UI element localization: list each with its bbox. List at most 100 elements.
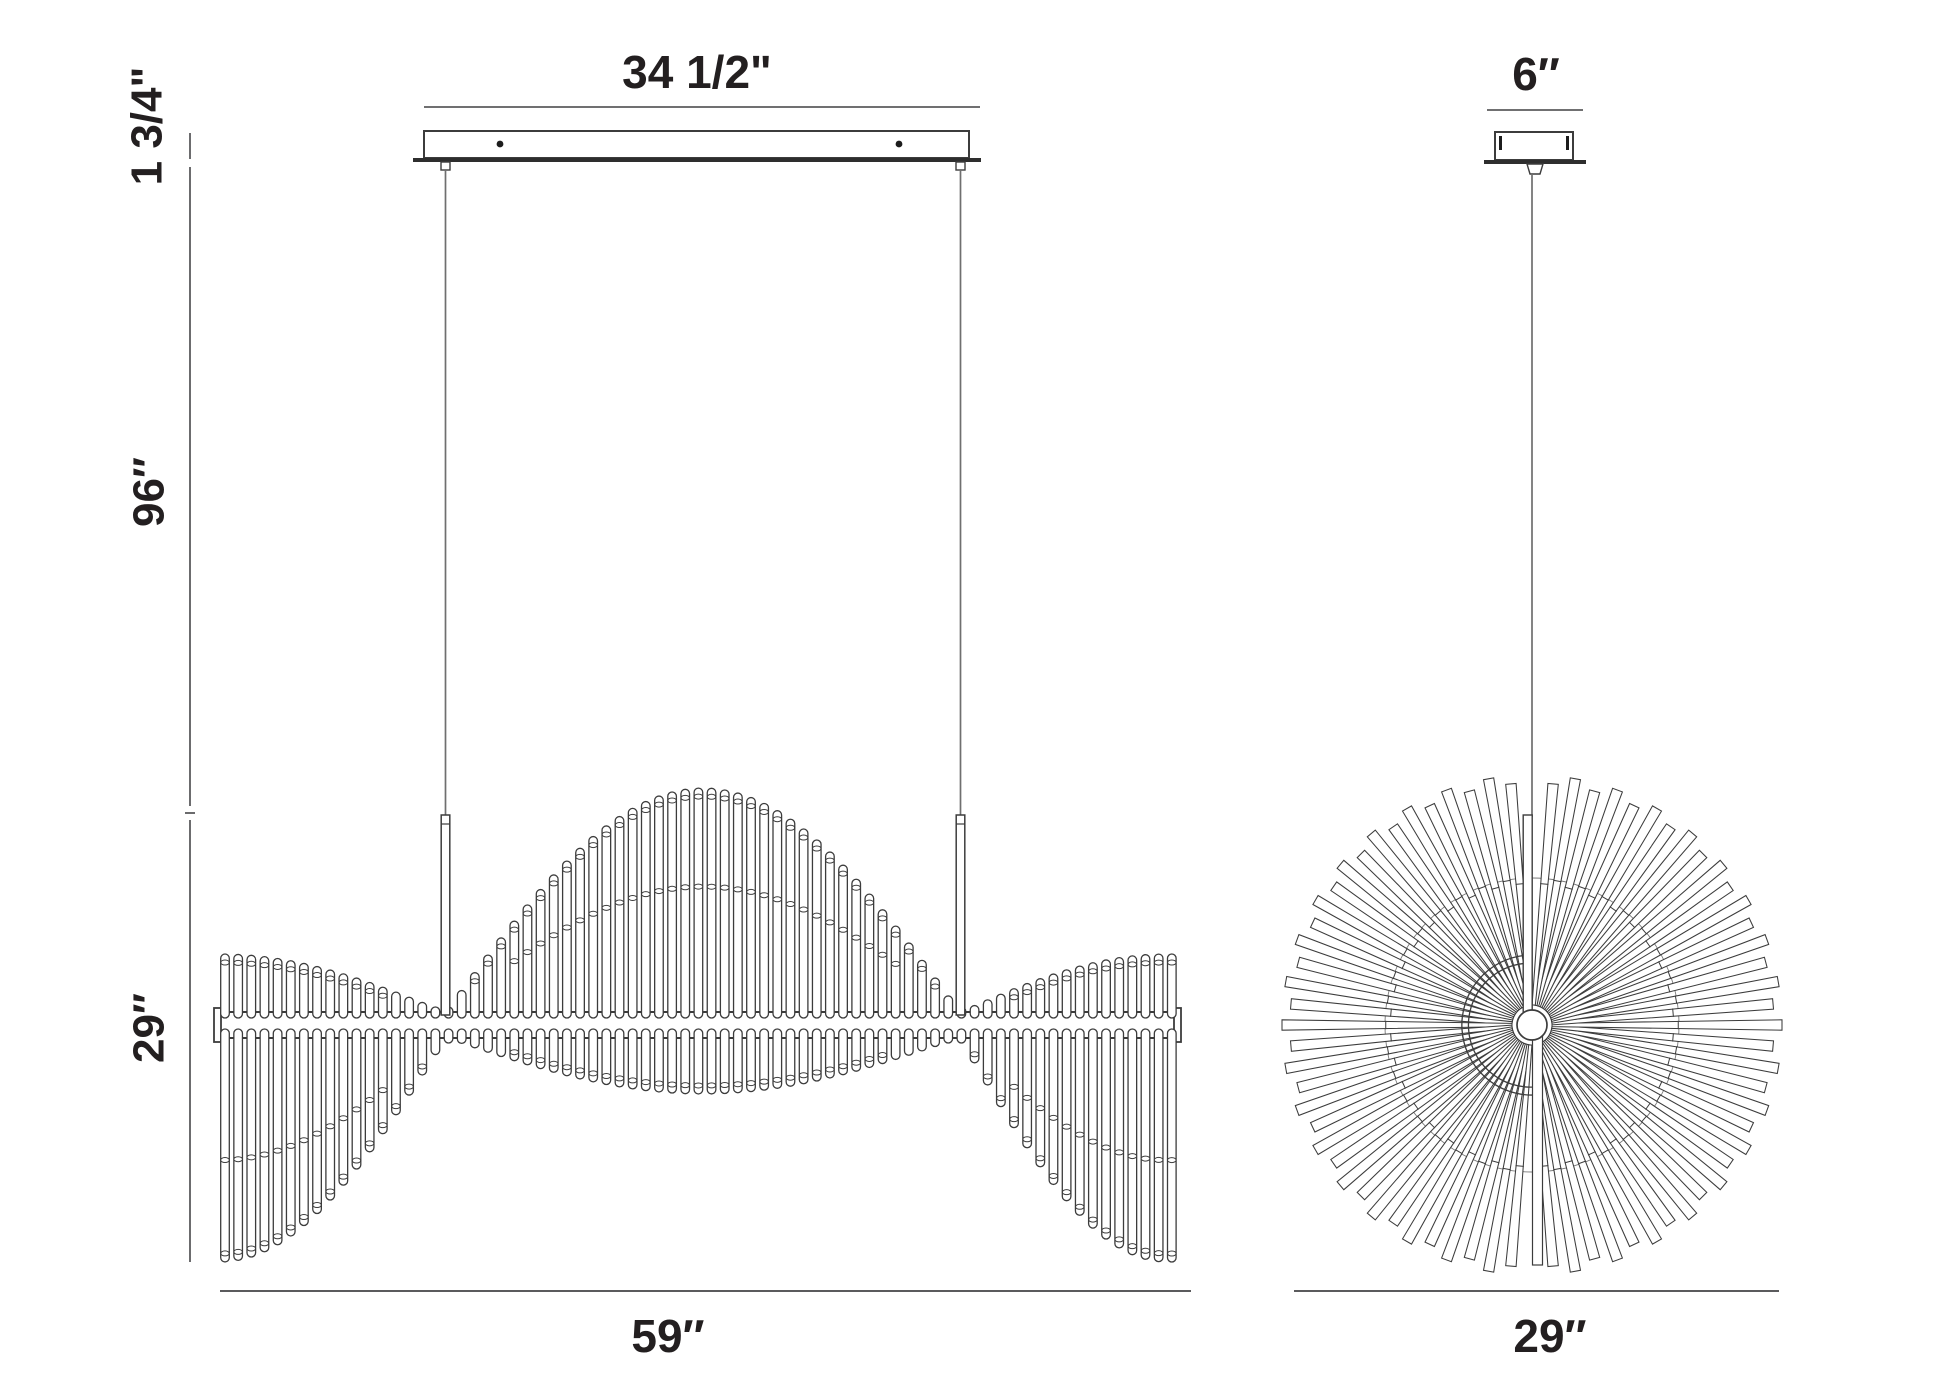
rod-lower (338, 1028, 349, 1186)
rod-upper-cap (904, 948, 914, 955)
front-rod-joint (1667, 1057, 1671, 1066)
rod-upper (785, 818, 796, 1019)
rod-lower (364, 1028, 375, 1153)
front-rod-joint (1502, 879, 1511, 883)
rod-lower (746, 1028, 756, 1093)
rod-upper (627, 807, 638, 1019)
rod-lower-cap (1022, 1136, 1032, 1143)
rod-lower-cap (535, 1057, 546, 1064)
side-canopy-height-label: 1 3/4" (122, 67, 171, 186)
rod-lower (220, 1028, 230, 1263)
front-hub (1516, 1009, 1548, 1041)
front-rod-joint (1674, 1046, 1678, 1055)
rod-lower-cap (654, 1080, 664, 1087)
rod-upper-cap (548, 880, 559, 887)
rod-lower-joint (1167, 1157, 1177, 1164)
rod-lower-joint (1153, 1156, 1164, 1163)
front-rod-joint (1477, 1160, 1487, 1165)
rod-lower (404, 1028, 415, 1096)
rod-upper (246, 954, 257, 1019)
rod-lower (575, 1028, 586, 1080)
rod-upper-joint (838, 926, 848, 933)
rod-upper (917, 959, 927, 1019)
rod-upper (561, 860, 572, 1019)
rod-lower (1127, 1028, 1138, 1256)
front-rod-joint (1645, 940, 1651, 948)
rod-upper-joint (864, 943, 875, 950)
front-rod (1505, 1044, 1533, 1268)
front-rod-joint (1622, 1133, 1630, 1141)
rod-lower (312, 1028, 323, 1215)
rod-lower (522, 1028, 533, 1066)
rod-lower-cap (1127, 1243, 1138, 1250)
rod-upper-cap (930, 983, 940, 990)
rod-upper-joint (562, 924, 572, 931)
rod-lower (588, 1028, 599, 1083)
rod-lower (1009, 1028, 1019, 1129)
side-view: 34 1/2" 1 3/4" 96″ 29″ (122, 46, 1191, 1362)
front-rod-joint (1667, 984, 1671, 993)
rod-lower-cap (680, 1082, 691, 1089)
rod-upper-cap (825, 857, 835, 864)
rod-upper-cap (746, 803, 756, 810)
rod-lower (351, 1028, 362, 1170)
rod-lower (430, 1028, 441, 1056)
rod-lower-cap (641, 1079, 651, 1086)
rod-upper-cap (890, 931, 901, 938)
rod-upper (995, 993, 1006, 1019)
rod-lower-joint (1114, 1149, 1124, 1156)
rod-lower (732, 1028, 743, 1094)
rod-upper-cap (719, 795, 730, 802)
rod-upper (272, 957, 283, 1019)
rod-lower-cap (285, 1224, 296, 1231)
side-canopy-body (423, 130, 970, 159)
rod-upper-joint (890, 960, 901, 967)
rod-lower (285, 1028, 296, 1237)
front-rod-joint (1413, 1102, 1419, 1110)
rod-lower (719, 1028, 730, 1095)
rod-upper-cap (496, 943, 506, 950)
rod-lower (377, 1028, 388, 1135)
rod-upper (377, 986, 388, 1019)
front-rod-joint (1540, 883, 1549, 885)
rod-upper-joint (654, 888, 664, 895)
rod-lower-joint (259, 1151, 270, 1158)
rod-lower (824, 1028, 835, 1079)
rod-lower (759, 1028, 770, 1091)
front-rod-joint (1628, 1121, 1636, 1129)
rod-upper-joint (614, 899, 625, 906)
rod-upper-cap (1140, 960, 1151, 967)
rod-lower-joint (1140, 1155, 1151, 1162)
rod-lower (943, 1028, 954, 1044)
front-rod-joint (1640, 1115, 1648, 1123)
front-rod-joint (1577, 885, 1587, 890)
rod-upper (706, 787, 717, 1019)
rod-lower (838, 1028, 849, 1076)
rod-lower-joint (1009, 1083, 1019, 1090)
rod-lower-cap (759, 1078, 769, 1085)
rod-lower-cap (1035, 1155, 1046, 1162)
rod-lower (1035, 1028, 1046, 1168)
rod-lower-joint (299, 1137, 309, 1144)
front-rod-joint (1392, 1070, 1397, 1080)
rod-upper-cap (1114, 963, 1124, 970)
rod-lower (667, 1028, 678, 1094)
front-rod-joint (1601, 1149, 1610, 1155)
rod-upper (1087, 962, 1098, 1019)
rod-lower (969, 1028, 980, 1064)
rod-lower-joint (1035, 1105, 1046, 1112)
rod-upper-cap (233, 959, 243, 966)
side-bar-endcap-left (213, 1007, 222, 1043)
rod-lower-cap (706, 1082, 717, 1089)
rod-upper (851, 878, 862, 1019)
rod-upper-joint (680, 884, 691, 891)
front-rod-joint (1416, 1115, 1424, 1123)
rod-lower-cap (522, 1053, 533, 1060)
front-rod-joint (1553, 879, 1562, 883)
rod-lower-joint (1127, 1153, 1138, 1160)
rod-upper (548, 874, 559, 1019)
rod-lower-cap (246, 1245, 257, 1252)
rod-lower (956, 1028, 967, 1044)
rod-upper-cap (877, 915, 888, 922)
front-rod-joint (1491, 886, 1500, 890)
